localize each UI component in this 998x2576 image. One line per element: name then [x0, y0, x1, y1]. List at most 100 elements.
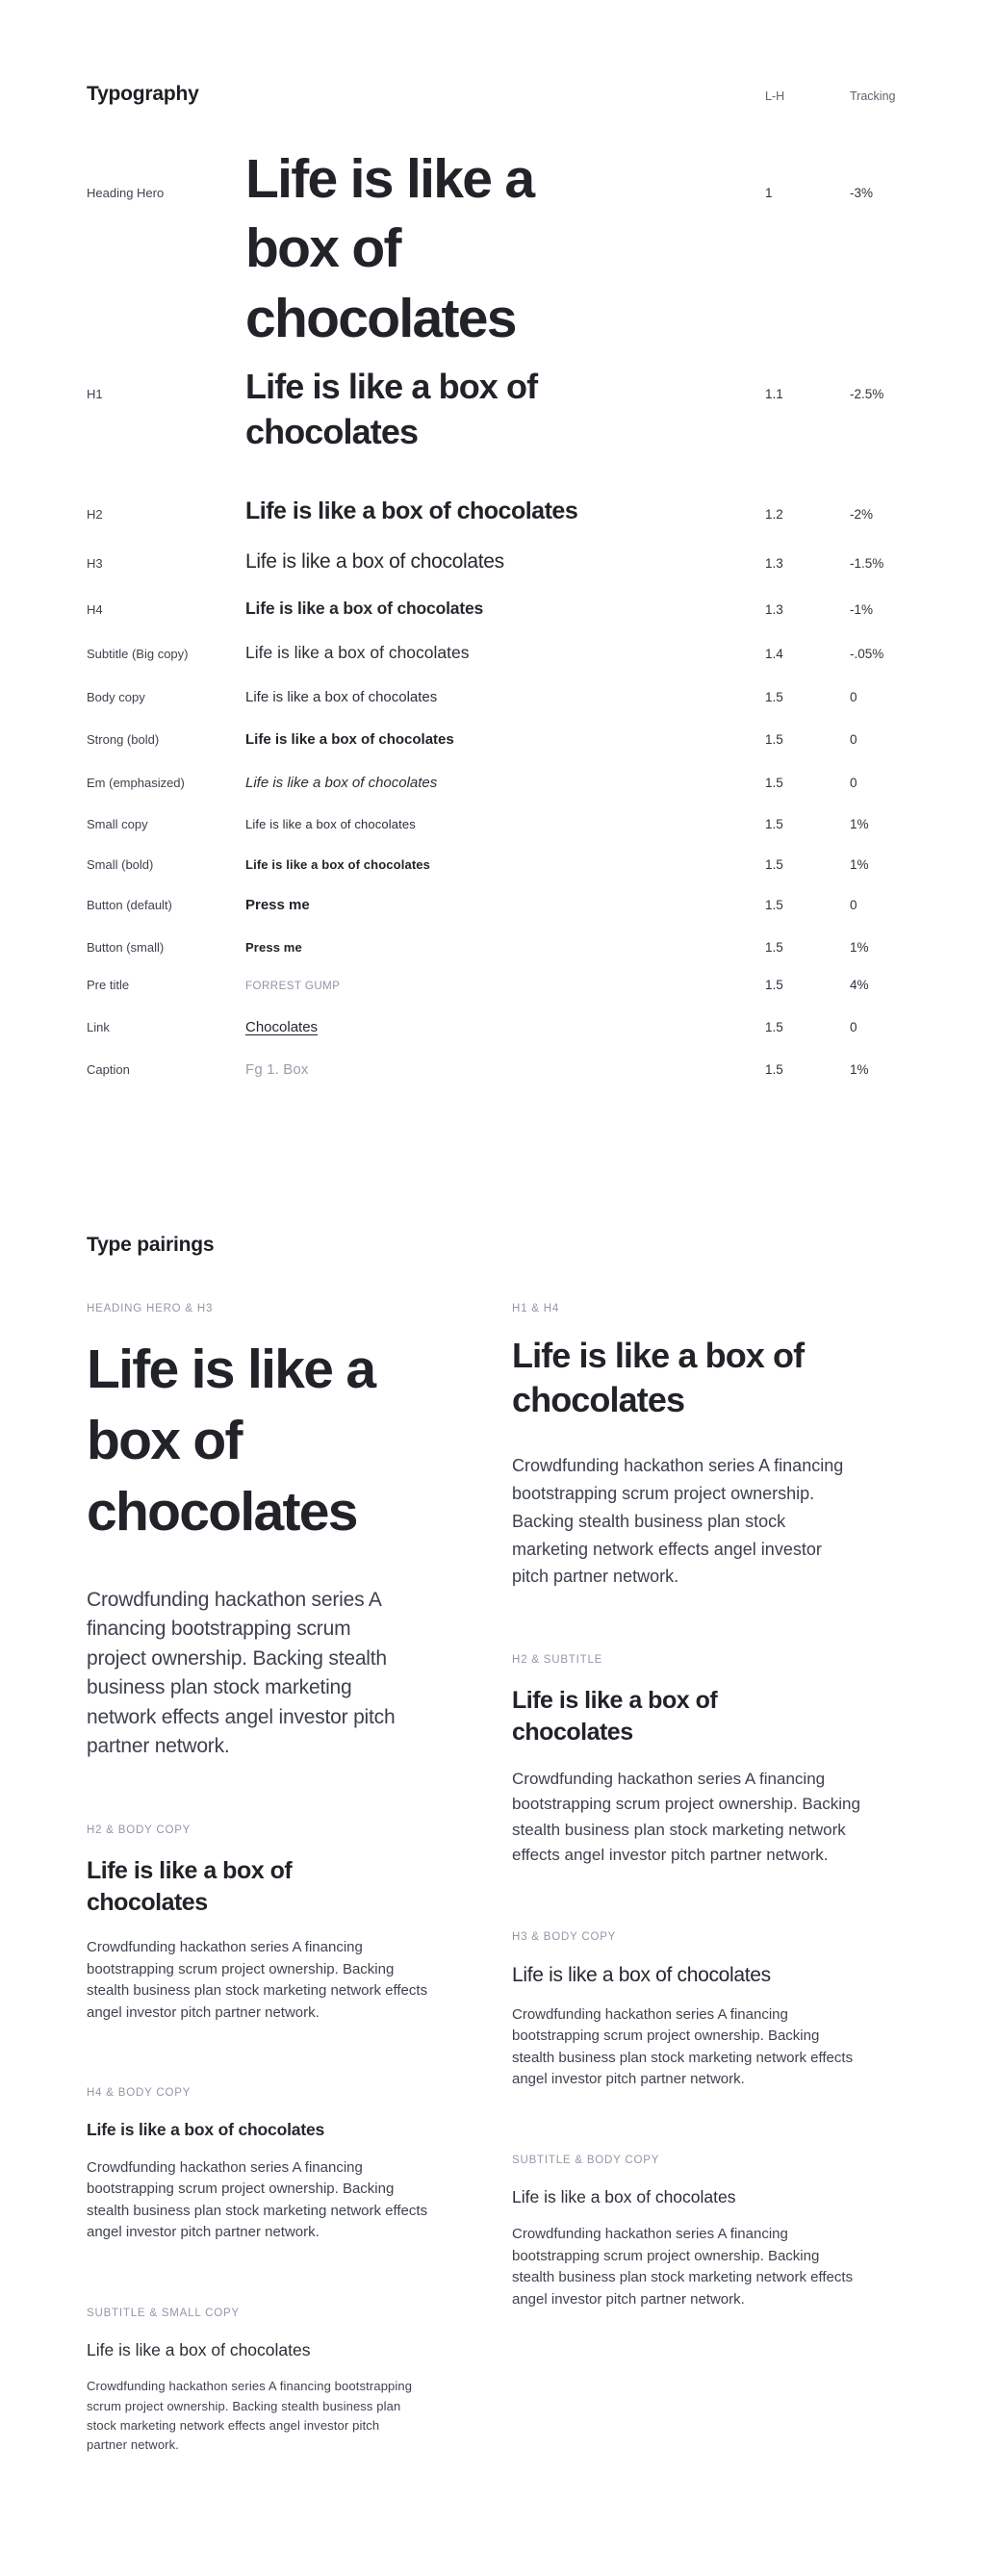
spec-row-label: Caption [87, 1062, 130, 1078]
table-row: Button (default) Press me 1.5 0 [87, 895, 907, 917]
spec-table-header: Typography L-H Tracking [87, 83, 907, 106]
spec-row-label: Strong (bold) [87, 732, 160, 748]
pairing-body: Crowdfunding hackathon series A financin… [512, 2005, 854, 2088]
pairing-h2-body-copy: H2 & BODY COPY Life is like a box of cho… [87, 1824, 464, 2024]
sample-subtitle: Life is like a box of chocolates [245, 643, 470, 663]
table-row: H2 Life is like a box of chocolates 1.2 … [87, 496, 907, 527]
pairing-heading: Life is like a box of chocolates [512, 1687, 718, 1746]
sample-em: Life is like a box of chocolates [245, 774, 438, 791]
pairing-body: Crowdfunding hackathon series A financin… [512, 2226, 854, 2308]
table-row: Subtitle (Big copy) Life is like a box o… [87, 641, 907, 665]
sample-caption: Fg 1. Box [245, 1061, 309, 1079]
tracking-value: 4% [850, 978, 869, 993]
tracking-value: 0 [850, 775, 857, 790]
spec-row-label: Em (emphasized) [87, 775, 185, 790]
column-header-line-height: L-H [765, 89, 785, 103]
sample-strong: Life is like a box of chocolates [245, 731, 454, 749]
sample-h4: Life is like a box of chocolates [245, 598, 484, 618]
line-height-value: 1.3 [765, 601, 783, 617]
spec-row-label: Pre title [87, 978, 130, 993]
tracking-value: -1% [850, 601, 874, 617]
pairing-heading: Life is like a box of chocolates [512, 2186, 736, 2206]
table-row: H3 Life is like a box of chocolates 1.3 … [87, 548, 907, 574]
table-row: Button (small) Press me 1.5 1% [87, 938, 907, 957]
tracking-value: 1% [850, 817, 869, 832]
spec-row-label: H1 [87, 387, 103, 402]
table-row: Em (emphasized) Life is like a box of ch… [87, 773, 907, 795]
spec-row-label: H4 [87, 601, 103, 617]
pairing-heading: Life is like a box of chocolates [512, 1964, 771, 1987]
tracking-value: 0 [850, 732, 857, 748]
spec-row-label: H2 [87, 506, 103, 522]
line-height-value: 1.5 [765, 1019, 783, 1034]
pairing-label: H4 & BODY COPY [87, 2087, 192, 2100]
pairing-body: Crowdfunding hackathon series A financin… [87, 1588, 396, 1757]
line-height-value: 1.2 [765, 506, 783, 522]
spec-row-label: Link [87, 1019, 110, 1034]
tracking-value: 0 [850, 898, 857, 913]
table-row: Pre title FORREST GUMP 1.5 4% [87, 978, 907, 995]
pairing-label: SUBTITLE & SMALL COPY [87, 2307, 240, 2319]
spec-row-label: Subtitle (Big copy) [87, 647, 189, 662]
pairing-body: Crowdfunding hackathon series A financin… [87, 1939, 428, 2021]
pairing-label: H1 & H4 [512, 1302, 560, 1314]
pairing-subtitle-small-copy: SUBTITLE & SMALL COPY Life is like a box… [87, 2308, 464, 2455]
table-row: Caption Fg 1. Box 1.5 1% [87, 1059, 907, 1082]
pairing-h4-body-copy: H4 & BODY COPY Life is like a box of cho… [87, 2087, 464, 2244]
sample-button-small: Press me [245, 939, 302, 955]
pairing-heading: Life is like a box of chocolates [87, 2120, 325, 2140]
line-height-value: 1.5 [765, 939, 783, 955]
table-row: Link Chocolates 1.5 0 [87, 1017, 907, 1039]
sample-body-copy: Life is like a box of chocolates [245, 688, 438, 705]
tracking-value: -2.5% [850, 387, 884, 402]
tracking-value: -3% [850, 186, 874, 200]
line-height-value: 1.4 [765, 647, 783, 662]
sample-h1: Life is like a box of chocolates [245, 367, 538, 451]
table-row: Heading Hero Life is like a box of choco… [87, 144, 907, 353]
pairings-left-column: HEADING HERO & H3 Life is like a box of … [87, 1303, 464, 2518]
section-title-typography: Typography [87, 83, 199, 105]
pairings-right-column: H1 & H4 Life is like a box of chocolates… [512, 1303, 889, 2518]
pairing-subtitle-body-copy: SUBTITLE & BODY COPY Life is like a box … [512, 2155, 889, 2311]
pairing-heading: Life is like a box of chocolates [512, 1335, 805, 1420]
spec-row-label: Small (bold) [87, 856, 154, 872]
line-height-value: 1.5 [765, 775, 783, 790]
pairing-label: SUBTITLE & BODY COPY [512, 2154, 660, 2166]
spec-row-label: H3 [87, 556, 103, 572]
pairing-heading-hero-h3: HEADING HERO & H3 Life is like a box of … [87, 1303, 464, 1762]
spec-row-label: Body copy [87, 689, 145, 704]
pairing-body: Crowdfunding hackathon series A financin… [512, 1770, 860, 1865]
pairing-h1-h4: H1 & H4 Life is like a box of chocolates… [512, 1303, 889, 1592]
pairing-heading: Life is like a box of chocolates [87, 2339, 311, 2359]
table-row: Body copy Life is like a box of chocolat… [87, 687, 907, 709]
line-height-value: 1.5 [765, 978, 783, 993]
sample-button-default: Press me [245, 897, 310, 914]
spec-row-label: Small copy [87, 817, 148, 832]
tracking-value: -.05% [850, 647, 884, 662]
line-height-value: 1.5 [765, 898, 783, 913]
tracking-value: 0 [850, 1019, 857, 1034]
table-row: Small (bold) Life is like a box of choco… [87, 855, 907, 875]
table-row: H1 Life is like a box of chocolates 1.1 … [87, 365, 907, 455]
type-pairings-section: Type pairings HEADING HERO & H3 Life is … [87, 1234, 907, 2518]
tracking-value: 1% [850, 1062, 869, 1078]
typography-section: Typography L-H Tracking Heading Hero Lif… [87, 83, 907, 1082]
pairings-grid: HEADING HERO & H3 Life is like a box of … [87, 1303, 907, 2518]
sample-small-copy: Life is like a box of chocolates [245, 817, 416, 832]
table-row: Strong (bold) Life is like a box of choc… [87, 729, 907, 752]
line-height-value: 1.5 [765, 689, 783, 704]
tracking-value: -2% [850, 506, 874, 522]
sample-link[interactable]: Chocolates [245, 1018, 319, 1035]
line-height-value: 1.5 [765, 1062, 783, 1078]
pairing-body: Crowdfunding hackathon series A financin… [87, 2158, 428, 2241]
sample-h2: Life is like a box of chocolates [245, 497, 578, 524]
table-row: H4 Life is like a box of chocolates 1.3 … [87, 598, 907, 620]
pairing-body: Crowdfunding hackathon series A financin… [87, 2379, 413, 2452]
pairing-h2-subtitle: H2 & SUBTITLE Life is like a box of choc… [512, 1654, 889, 1868]
pairing-label: H2 & BODY COPY [87, 1824, 192, 1837]
spec-row-label: Heading Hero [87, 186, 165, 200]
spec-row-label: Button (default) [87, 898, 172, 913]
pairing-label: H3 & BODY COPY [512, 1931, 617, 1944]
tracking-value: 0 [850, 689, 857, 704]
